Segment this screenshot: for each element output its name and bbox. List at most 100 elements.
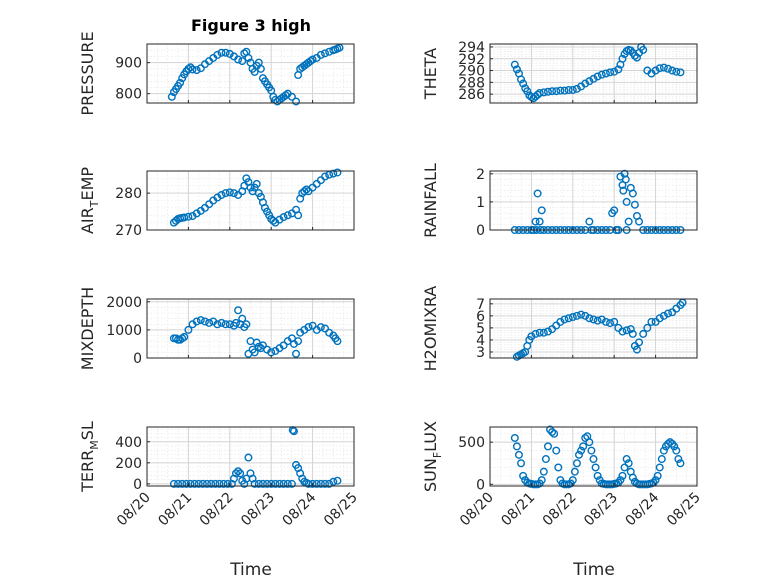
data-point [593, 471, 602, 480]
data-point [597, 70, 606, 79]
subplot-2: 270 280 AIRTEMP [78, 167, 355, 239]
subplot-0: 800 900 PRESSURE [78, 31, 355, 116]
subplot-4: 0 1000 2000 MIXDEPTH [78, 287, 355, 370]
data-point [221, 189, 230, 198]
x-axis-label-left: Time [229, 560, 272, 580]
data-point [552, 87, 561, 96]
data-point [275, 479, 284, 488]
data-point [539, 467, 548, 476]
data-point [554, 463, 563, 472]
data-point [329, 169, 338, 178]
data-point [256, 64, 265, 73]
data-point [543, 87, 552, 96]
data-point [628, 189, 637, 198]
data-point [606, 319, 615, 328]
x-tick-label: 08/20 [457, 490, 497, 530]
data-point [279, 213, 288, 222]
y-tick-label: 270 [115, 223, 142, 239]
axes-frame [146, 170, 355, 231]
data-point [585, 438, 594, 447]
data-point [510, 433, 519, 442]
x-tick-label: 08/21 [498, 490, 538, 530]
data-point [564, 314, 573, 323]
data-point [217, 318, 226, 327]
data-point [672, 446, 681, 455]
data-point [512, 442, 521, 451]
data-point [308, 55, 317, 64]
data-point [232, 469, 241, 478]
data-point [589, 455, 598, 464]
data-point [659, 446, 668, 455]
data-point [572, 311, 581, 320]
y-tick-label: 4 [476, 333, 485, 349]
y-axis-label: PRESSURE [78, 31, 97, 115]
y-tick-label: 292 [458, 52, 485, 68]
data-point [539, 328, 548, 337]
data-point [229, 189, 238, 198]
data-point [519, 79, 528, 88]
y-tick-label: 0 [133, 477, 142, 493]
data-point [581, 79, 590, 88]
data-point [232, 318, 241, 327]
data-point [207, 479, 216, 488]
data-point [651, 66, 660, 75]
data-point [541, 455, 550, 464]
data-point [527, 332, 536, 341]
data-point [196, 64, 205, 73]
data-point [333, 476, 342, 485]
data-point [271, 479, 280, 488]
data-point [292, 97, 301, 106]
data-point [223, 479, 232, 488]
data-point [630, 200, 639, 209]
data-point [632, 53, 641, 62]
subplot-3: 0 1 2 RAINFALL [421, 163, 698, 239]
data-point [329, 477, 338, 486]
figure-title: Figure 3 high [191, 16, 311, 35]
data-point [531, 329, 540, 338]
axes-frame [489, 170, 698, 231]
data-point [180, 332, 189, 341]
data-point [647, 317, 656, 326]
data-point [240, 49, 249, 58]
data-point [308, 321, 317, 330]
y-tick-label: 800 [115, 87, 142, 103]
data-point [619, 186, 628, 195]
data-point [250, 479, 259, 488]
data-point [570, 467, 579, 476]
data-point [593, 316, 602, 325]
y-axis-label: MIXDEPTH [78, 287, 97, 370]
data-point [548, 428, 557, 437]
data-point [626, 325, 635, 334]
data-point [577, 446, 586, 455]
data-point [533, 189, 542, 198]
data-point [517, 75, 526, 84]
y-tick-label: 286 [458, 87, 485, 103]
y-axis-label: SUNFLUX [421, 421, 444, 492]
data-point [523, 87, 532, 96]
data-point [219, 479, 228, 488]
data-point [321, 324, 330, 333]
data-point [304, 323, 313, 332]
data-point [575, 450, 584, 459]
data-point [304, 479, 313, 488]
data-point [543, 327, 552, 336]
data-point [225, 188, 234, 197]
data-point [167, 92, 176, 101]
data-point [188, 65, 197, 74]
y-axis-label: THETA [421, 48, 440, 100]
data-point [666, 438, 675, 447]
data-point [512, 65, 521, 74]
y-axis-label: AIRTEMP [78, 167, 101, 234]
data-point [618, 471, 627, 480]
data-point [234, 467, 243, 476]
y-tick-label: 900 [115, 56, 142, 72]
data-point [622, 197, 631, 206]
y-tick-label: 2000 [106, 295, 142, 311]
data-point [180, 213, 189, 222]
data-point [289, 427, 298, 436]
data-point [628, 329, 637, 338]
data-point [217, 190, 226, 199]
